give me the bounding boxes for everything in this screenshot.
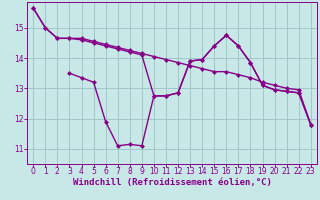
X-axis label: Windchill (Refroidissement éolien,°C): Windchill (Refroidissement éolien,°C) <box>73 178 271 187</box>
